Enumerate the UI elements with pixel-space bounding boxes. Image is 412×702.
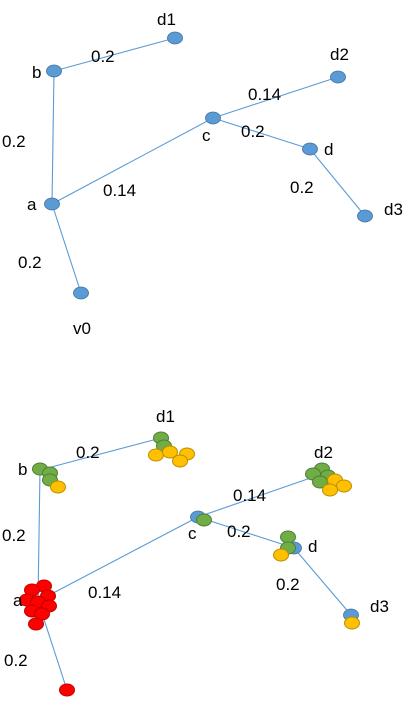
node-a-cluster bbox=[19, 579, 57, 631]
node-label-a: a bbox=[13, 591, 23, 610]
node-c-cluster bbox=[196, 513, 212, 527]
yellow-dot bbox=[148, 448, 164, 462]
node-label-d1: d1 bbox=[156, 407, 175, 426]
weight-label-c-d: 0.2 bbox=[241, 122, 265, 141]
edge-c-d2 bbox=[197, 473, 323, 518]
weight-label-d-d3: 0.2 bbox=[276, 575, 300, 594]
weight-label-b-d1: 0.2 bbox=[91, 47, 115, 66]
weight-label-b-a: 0.2 bbox=[2, 526, 26, 545]
weight-label-d-d3: 0.2 bbox=[290, 178, 314, 197]
node-d bbox=[302, 142, 318, 156]
green-dot bbox=[280, 530, 296, 544]
node-a bbox=[44, 197, 60, 211]
node-v0 bbox=[73, 286, 89, 300]
edge-a-v0 bbox=[51, 203, 82, 294]
weight-label-b-a: 0.2 bbox=[2, 132, 26, 151]
weight-label-c-d: 0.2 bbox=[227, 522, 251, 541]
node-d1 bbox=[167, 31, 183, 45]
edge-b-a bbox=[37, 469, 41, 602]
green-dot bbox=[196, 513, 212, 527]
yellow-dot bbox=[273, 548, 289, 562]
edge-c-d2 bbox=[212, 76, 339, 119]
edge-b-d1 bbox=[39, 437, 162, 471]
node-label-d: d bbox=[308, 537, 317, 556]
node-label-d2: d2 bbox=[330, 45, 349, 64]
weight-label-a-v0: 0.2 bbox=[4, 651, 28, 670]
edge-d-d3 bbox=[309, 148, 366, 217]
yellow-dot bbox=[172, 454, 188, 468]
node-label-d3: d3 bbox=[384, 200, 403, 219]
edge-c-d bbox=[212, 117, 311, 150]
node-label-c: c bbox=[202, 126, 211, 145]
node-label-d1: d1 bbox=[157, 10, 176, 29]
node-d3 bbox=[357, 209, 373, 223]
top-graph: d1 b d2 c d a d3 v0 0.2 0.2 0.14 0.14 0.… bbox=[2, 10, 403, 338]
weight-label-b-d1: 0.2 bbox=[76, 443, 100, 462]
node-label-d2: d2 bbox=[314, 443, 333, 462]
edge-b-a bbox=[51, 70, 55, 205]
node-label-b: b bbox=[32, 63, 41, 82]
yellow-dot bbox=[322, 483, 338, 497]
red-dot bbox=[28, 617, 44, 631]
edge-d-d3 bbox=[293, 547, 352, 616]
weight-label-c-d2: 0.14 bbox=[248, 85, 281, 104]
node-label-v0: v0 bbox=[73, 319, 91, 338]
node-label-b: b bbox=[18, 460, 27, 479]
yellow-dot bbox=[336, 479, 352, 493]
node-d3-cluster bbox=[344, 616, 360, 630]
node-v0-red bbox=[59, 683, 75, 697]
node-d1-cluster bbox=[148, 431, 195, 468]
yellow-dot bbox=[344, 616, 360, 630]
edge-a-c bbox=[51, 117, 214, 205]
node-label-a: a bbox=[27, 195, 37, 214]
edge-a-c bbox=[37, 516, 199, 602]
edge-b-d1 bbox=[53, 37, 176, 72]
node-label-d: d bbox=[324, 140, 333, 159]
weight-label-a-c: 0.14 bbox=[103, 181, 136, 200]
node-label-c: c bbox=[188, 524, 197, 543]
node-d2 bbox=[330, 70, 346, 84]
yellow-dot bbox=[50, 480, 66, 494]
yellow-dot bbox=[162, 445, 178, 459]
node-d2-cluster bbox=[305, 462, 352, 497]
weight-label-a-c: 0.14 bbox=[88, 583, 121, 602]
bottom-graph: d1 b d2 c d a d3 0.2 0.2 0.14 0.14 0.2 0… bbox=[2, 407, 389, 697]
node-b bbox=[46, 64, 62, 78]
edge-c-d bbox=[197, 516, 295, 549]
node-b-cluster bbox=[32, 462, 66, 494]
node-label-d3: d3 bbox=[370, 597, 389, 616]
node-d-cluster bbox=[273, 530, 296, 562]
node-c bbox=[205, 111, 221, 125]
weight-label-c-d2: 0.14 bbox=[233, 486, 266, 505]
weight-label-a-v0: 0.2 bbox=[18, 253, 42, 272]
